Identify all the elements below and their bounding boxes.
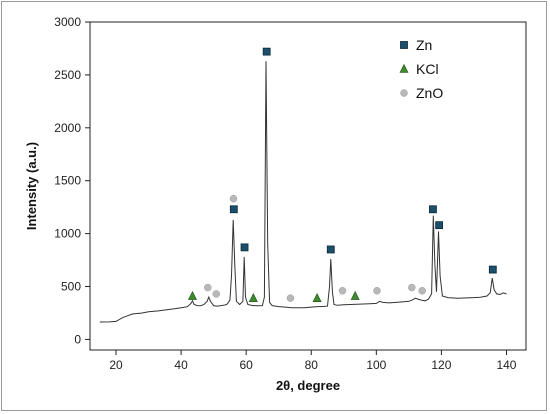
kcl-peak-marker <box>188 290 197 300</box>
zn-legend-label: Zn <box>416 37 432 53</box>
zn-peak-marker <box>262 47 271 56</box>
x-axis-title: 2θ, degree <box>276 378 340 393</box>
axes-box <box>89 21 527 351</box>
y-tick-label: 1500 <box>54 174 81 188</box>
kcl-legend-marker <box>399 63 409 73</box>
kcl-peak-marker <box>312 292 322 302</box>
x-tick-label: 60 <box>239 358 253 372</box>
y-tick-label: 500 <box>61 280 81 294</box>
zn-peak-marker <box>435 221 444 230</box>
x-tick-label: 100 <box>366 358 386 372</box>
zno-peak-marker <box>373 286 381 295</box>
x-tick-label: 40 <box>174 358 188 372</box>
y-tick-label: 3000 <box>54 15 81 29</box>
zno-peak-marker <box>229 194 238 203</box>
zno-legend-marker <box>400 89 408 97</box>
zn-peak-marker <box>488 265 497 274</box>
zno-peak-marker <box>204 283 212 292</box>
x-tick-label: 120 <box>431 358 451 372</box>
zno-peak-marker <box>212 290 220 298</box>
kcl-peak-marker <box>350 290 360 300</box>
x-tick-label: 80 <box>305 358 319 372</box>
zn-peak-marker <box>240 243 249 252</box>
zno-legend-label: ZnO <box>416 85 443 101</box>
y-tick-label: 2500 <box>54 68 81 82</box>
kcl-peak-marker <box>248 292 258 302</box>
zn-legend-marker <box>400 41 408 49</box>
zno-peak-marker <box>418 286 426 295</box>
zn-peak-marker <box>326 245 335 254</box>
zn-peak-marker <box>429 205 437 214</box>
y-axis-title: Intensity (a.u.) <box>24 142 39 230</box>
zno-peak-marker <box>338 286 347 295</box>
plot-area: 20 40 60 80 100 120 140 0 500 1000 1500 2000 2500 300… <box>54 15 527 372</box>
y-tick-label: 2000 <box>54 121 81 135</box>
y-tick-label: 0 <box>74 332 81 346</box>
y-tick-label: 1000 <box>54 227 81 241</box>
legend: Zn KCl ZnO <box>399 37 443 101</box>
xrd-pattern-line <box>99 61 507 323</box>
zno-peak-marker <box>286 294 295 302</box>
zn-peak-marker <box>229 205 238 214</box>
kcl-legend-label: KCl <box>416 61 439 77</box>
x-tick-label: 20 <box>109 358 123 372</box>
zno-peak-marker <box>408 283 416 292</box>
x-tick-label: 140 <box>496 358 516 372</box>
